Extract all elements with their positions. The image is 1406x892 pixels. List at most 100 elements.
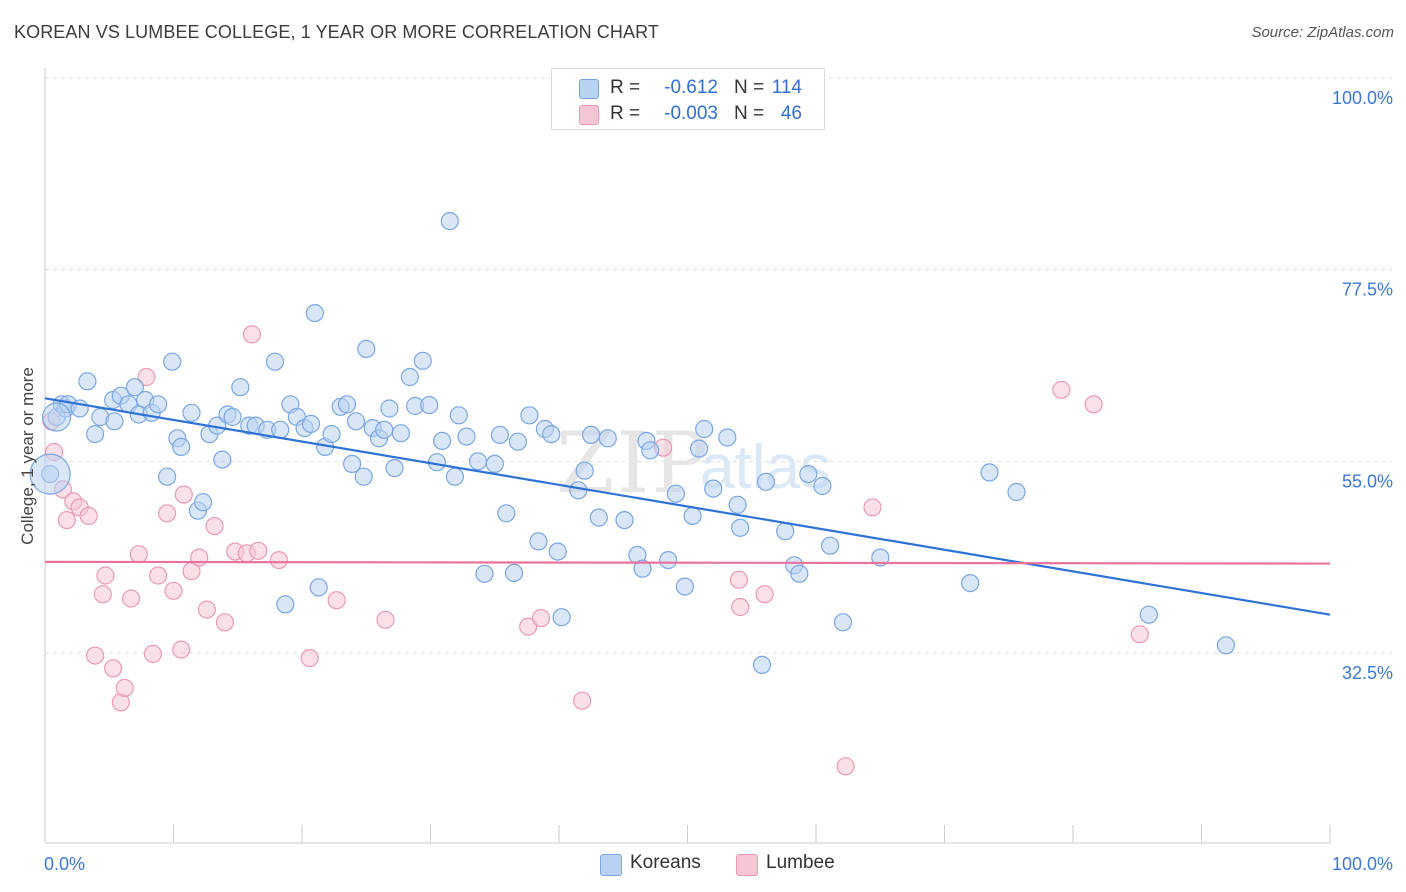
lumbee-point <box>149 566 168 585</box>
koreans-point <box>271 420 290 439</box>
tick-labels: 32.5% 55.0% 77.5% 100.0% 0.0% 100.0% <box>44 88 1393 874</box>
koreans-point <box>689 439 709 458</box>
koreans-point <box>182 403 201 422</box>
koreans-point <box>833 613 853 632</box>
koreans-point <box>357 339 376 358</box>
koreans-point <box>301 414 321 433</box>
koreans-point <box>552 608 571 627</box>
legend-row-koreans: R = -0.612 N = 114 <box>552 75 824 101</box>
lumbee-trend-line <box>44 560 1331 565</box>
lumbee-point <box>143 644 162 664</box>
koreans-point <box>346 412 366 431</box>
koreans-point <box>125 378 144 397</box>
lumbee-point <box>93 585 112 604</box>
legend-row-lumbee: R = -0.003 N = 46 <box>552 101 824 127</box>
koreans-point <box>343 454 362 473</box>
koreans-point <box>445 467 464 486</box>
lumbee-point <box>1084 395 1103 414</box>
koreans-point <box>457 427 476 446</box>
legend-r-label: R = <box>610 77 641 98</box>
x-tick-label: 100.0% <box>1332 854 1393 874</box>
lumbee-point <box>242 325 261 344</box>
koreans-point <box>400 367 419 387</box>
koreans-point <box>231 378 250 397</box>
lumbee-point <box>863 498 882 517</box>
lumbee-point <box>197 600 216 619</box>
koreans-point <box>440 212 459 231</box>
legend-n-label: N = <box>734 103 765 124</box>
lumbee-point <box>1052 380 1071 399</box>
koreans-point <box>683 506 702 526</box>
lumbee-point <box>531 608 551 628</box>
lumbee-point <box>85 646 105 665</box>
y-tick-label: 77.5% <box>1342 280 1393 300</box>
lumbee-point <box>103 659 123 678</box>
koreans-point <box>820 536 840 555</box>
koreans-point <box>449 406 468 425</box>
legend-r-value: -0.612 <box>664 77 718 98</box>
koreans-point <box>641 441 660 460</box>
koreans-point <box>704 479 723 498</box>
koreans-point <box>695 419 714 439</box>
koreans-point <box>85 425 105 444</box>
koreans-point <box>375 420 394 439</box>
lumbee-point <box>172 640 191 659</box>
x-tick-label: 0.0% <box>44 854 85 874</box>
legend-n-value: 46 <box>780 103 802 124</box>
lumbee-point <box>122 589 141 608</box>
koreans-point <box>718 428 737 447</box>
lumbee-point <box>174 485 193 504</box>
koreans-point <box>633 559 652 578</box>
koreans-point <box>276 595 295 614</box>
legend-r-label: R = <box>610 103 641 124</box>
koreans-point <box>322 425 341 444</box>
lumbee-point <box>129 545 148 564</box>
y-tick-label: 55.0% <box>1342 471 1393 491</box>
lumbee-point <box>729 570 749 589</box>
koreans-point <box>581 425 601 444</box>
lumbee-legend-label: Lumbee <box>766 852 835 873</box>
lumbee-point <box>137 367 156 387</box>
koreans-point <box>41 402 72 432</box>
grid-lines <box>45 77 1392 654</box>
koreans-point <box>813 476 832 496</box>
legend-r-value: -0.003 <box>664 103 718 124</box>
koreans-point <box>265 352 285 371</box>
koreans-point <box>575 461 594 480</box>
koreans-point <box>520 406 539 425</box>
koreans-point <box>529 532 548 551</box>
koreans-point <box>391 424 410 443</box>
koreans-point <box>385 459 404 478</box>
correlation-legend: R = -0.612 N = 114 R = -0.003 N = 46 <box>551 68 825 130</box>
koreans-point <box>961 573 980 593</box>
y-tick-label: 32.5% <box>1342 663 1393 683</box>
koreans-point <box>776 522 795 541</box>
koreans-point <box>728 495 747 514</box>
koreans-point <box>223 407 242 427</box>
lumbee-point <box>215 613 234 632</box>
koreans-point <box>149 395 168 414</box>
koreans-point <box>163 352 182 371</box>
koreans-point <box>420 396 439 415</box>
koreans-legend-swatch <box>600 854 622 876</box>
legend-n-label: N = <box>734 77 765 98</box>
koreans-points <box>29 212 1236 675</box>
lumbee-point <box>572 691 592 710</box>
koreans-point <box>485 454 504 473</box>
koreans-point <box>1139 605 1158 624</box>
koreans-point <box>158 467 177 486</box>
koreans-point <box>659 550 678 570</box>
koreans-point <box>542 425 561 444</box>
lumbee-legend-swatch <box>736 854 758 876</box>
koreans-point <box>433 431 452 450</box>
lumbee-point <box>115 678 134 698</box>
legend-n-value: 114 <box>771 77 802 98</box>
lumbee-point <box>79 506 98 526</box>
koreans-point <box>380 399 399 418</box>
koreans-point <box>337 395 357 414</box>
koreans-point <box>752 655 772 675</box>
koreans-point <box>790 564 809 583</box>
lumbee-swatch <box>579 105 599 125</box>
koreans-point <box>172 437 191 456</box>
